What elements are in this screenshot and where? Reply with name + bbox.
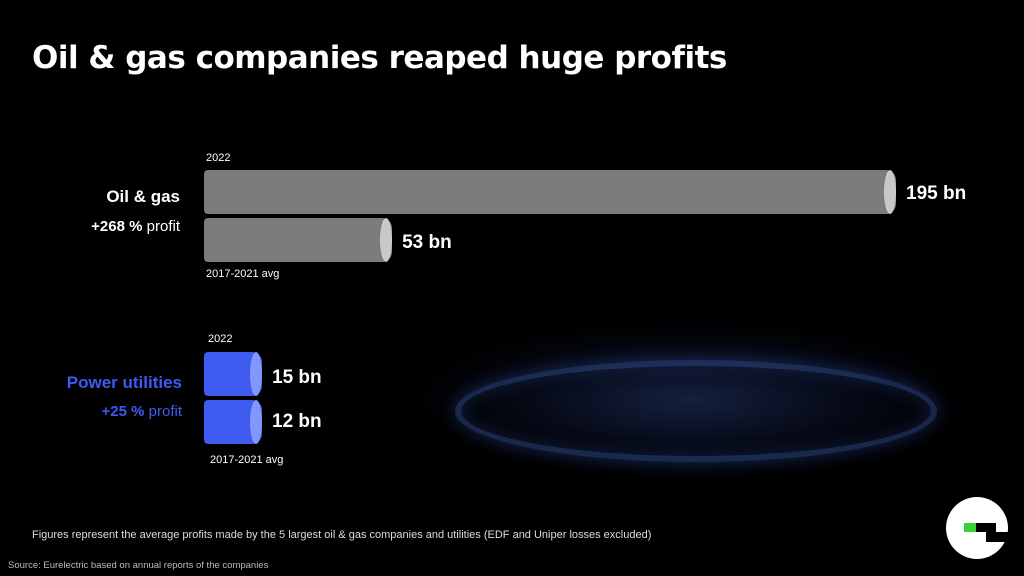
oil-gas-avg-caption: 2017-2021 avg xyxy=(206,268,280,280)
value-label-power-utilities-2022: 15 bn xyxy=(272,367,322,388)
bar-cap xyxy=(250,400,262,444)
page-title: Oil & gas companies reaped huge profits xyxy=(32,40,727,76)
bar-oil-gas-avg xyxy=(204,218,393,262)
eurelectric-logo-icon xyxy=(946,497,1008,559)
power-utilities-label: Power utilities xyxy=(66,373,182,392)
bar-oil-gas-2022 xyxy=(204,170,896,214)
power-utilities-change-suffix: profit xyxy=(148,403,182,420)
source-note: Source: Eurelectric based on annual repo… xyxy=(8,560,269,571)
value-label-oil-gas-avg: 53 bn xyxy=(402,232,452,253)
power-utilities-avg-caption: 2017-2021 avg xyxy=(210,454,284,466)
logo-e-stroke xyxy=(964,523,996,532)
power-utilities-change: +25 % profit xyxy=(40,403,182,420)
oil-gas-change-suffix: profit xyxy=(146,218,180,235)
bar-power-utilities-2022 xyxy=(204,352,262,396)
bar-power-utilities-avg xyxy=(204,400,262,444)
logo-e-notch xyxy=(986,532,1008,542)
oil-gas-change-value: +268 % xyxy=(91,218,143,235)
bar-cap xyxy=(380,218,393,262)
value-label-power-utilities-avg: 12 bn xyxy=(272,411,322,432)
power-utilities-change-value: +25 % xyxy=(101,403,145,420)
gas-flame-ring xyxy=(455,360,937,462)
footnote: Figures represent the average profits ma… xyxy=(32,529,652,541)
logo-green-accent xyxy=(964,523,976,532)
value-label-oil-gas-2022: 195 bn xyxy=(906,183,967,204)
bar-cap xyxy=(884,170,896,214)
oil-gas-2022-caption: 2022 xyxy=(206,152,231,164)
oil-gas-label: Oil & gas xyxy=(106,187,180,206)
bar-cap xyxy=(250,352,262,396)
power-utilities-2022-caption: 2022 xyxy=(208,333,233,345)
oil-gas-change: +268 % profit xyxy=(40,218,180,235)
